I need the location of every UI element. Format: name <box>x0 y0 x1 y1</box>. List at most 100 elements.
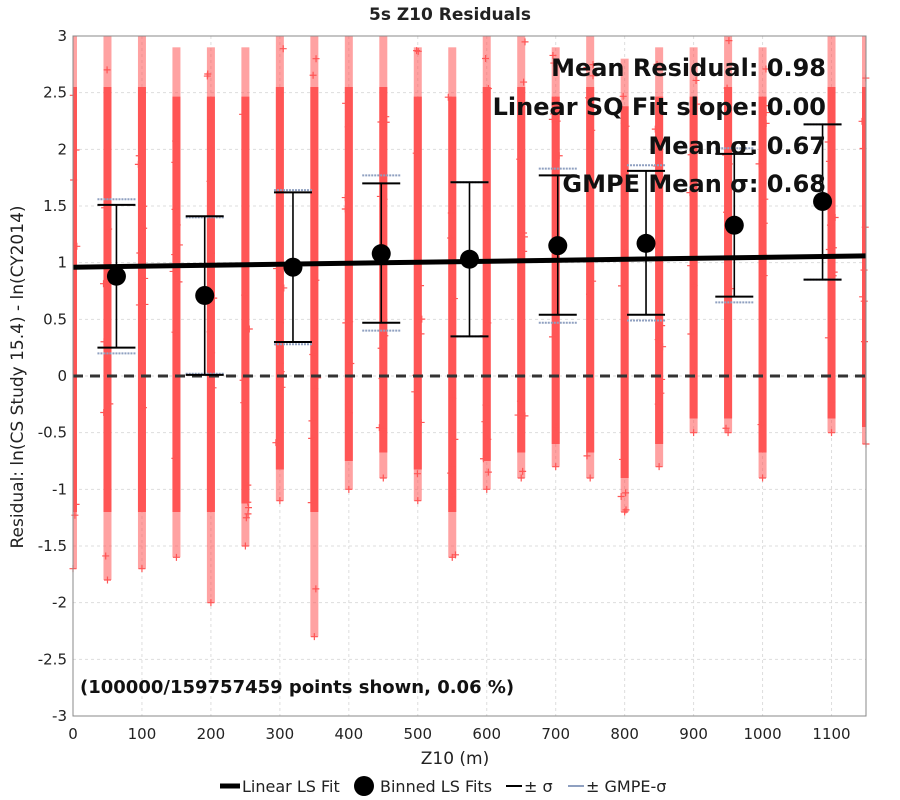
scatter-point <box>448 492 456 500</box>
scatter-point <box>449 394 457 402</box>
scatter-column <box>100 36 114 584</box>
scatter-point <box>514 411 522 419</box>
y-axis-label: Residual: ln(CS Study 15.4) - ln(CY2014) <box>8 205 28 548</box>
scatter-point <box>376 192 384 200</box>
scatter-point <box>521 38 529 46</box>
scatter-column-core <box>379 87 388 453</box>
scatter-column <box>307 36 322 641</box>
scatter-point <box>171 328 179 336</box>
scatter-point <box>860 266 868 274</box>
scatter-point <box>381 332 389 340</box>
scatter-point <box>342 99 350 107</box>
scatter-point <box>241 291 249 299</box>
scatter-point <box>550 110 558 118</box>
binned-fit <box>97 198 136 355</box>
scatter-point <box>136 249 144 257</box>
scatter-point <box>517 474 525 482</box>
mean-sigma-annotation: Mean σ: 0.67 <box>648 132 826 160</box>
scatter-column <box>583 36 597 482</box>
scatter-point <box>586 474 594 482</box>
scatter-point <box>417 330 425 338</box>
y-tick-label: -1 <box>52 480 67 498</box>
scatter-point <box>479 455 487 463</box>
scatter-point <box>657 389 665 397</box>
scatter-point <box>589 72 597 80</box>
scatter-point <box>105 225 113 233</box>
scatter-point <box>828 429 836 437</box>
scatter-point <box>555 152 563 160</box>
scatter-point <box>138 565 146 573</box>
scatter-point <box>172 553 180 561</box>
scatter-point <box>484 84 492 92</box>
scatter-point <box>346 318 354 326</box>
scatter-point <box>483 485 491 493</box>
scatter-point <box>762 65 770 73</box>
points-shown-note: (100000/159757459 points shown, 0.06 %) <box>80 677 514 698</box>
scatter-column <box>69 36 81 573</box>
scatter-point <box>690 240 698 248</box>
scatter-point <box>549 333 557 341</box>
scatter-point <box>828 398 836 406</box>
scatter-column <box>479 36 492 493</box>
scatter-column-core <box>413 96 422 470</box>
scatter-point <box>102 552 110 560</box>
scatter-point <box>375 424 383 432</box>
scatter-column-core <box>724 87 733 419</box>
scatter-point <box>72 146 80 154</box>
scatter-point <box>347 360 355 368</box>
scatter-column-core <box>172 96 181 512</box>
y-axis-ticks: -3 -2.5 -2 -1.5 -1 -0.5 0 0.5 1 1.5 2 2.5 3 <box>38 27 67 725</box>
scatter-point <box>620 119 628 127</box>
scatter-point <box>724 203 732 211</box>
x-tick-label: 500 <box>403 725 432 743</box>
y-tick-label: -0.5 <box>38 424 67 442</box>
y-tick-label: 1 <box>57 254 67 272</box>
binned-fit <box>715 147 754 304</box>
scatter-point <box>448 553 456 561</box>
x-tick-label: 700 <box>541 725 570 743</box>
scatter-point <box>824 334 832 342</box>
scatter-point <box>208 349 216 357</box>
scatter-column-core <box>275 87 284 470</box>
scatter-point <box>583 64 591 72</box>
scatter-point <box>239 110 247 118</box>
scatter-point <box>722 424 730 432</box>
scatter-point <box>341 205 349 213</box>
scatter-column <box>134 36 149 573</box>
scatter-point <box>206 328 214 336</box>
scatter-column <box>722 36 736 437</box>
scatter-point <box>824 138 832 146</box>
scatter-point <box>103 66 111 74</box>
scatter-point <box>585 94 593 102</box>
scatter-point <box>759 474 767 482</box>
scatter-point <box>686 189 694 197</box>
x-tick-label: 0 <box>68 725 78 743</box>
scatter-point <box>204 70 212 78</box>
scatter-point <box>138 245 146 253</box>
scatter-point <box>418 315 426 323</box>
binned-fits <box>97 123 842 376</box>
scatter-point <box>173 221 181 229</box>
scatter-point <box>723 208 731 216</box>
scatter-point <box>412 149 420 157</box>
scatter-point <box>172 137 180 145</box>
scatter-point <box>100 338 108 346</box>
scatter-point <box>861 223 869 231</box>
y-tick-label: 0.5 <box>43 310 67 328</box>
scatter-point <box>622 489 630 497</box>
legend: Linear LS Fit Binned LS Fits ± σ ± GMPE-… <box>220 776 666 796</box>
scatter-point <box>829 272 837 280</box>
scatter-point <box>757 421 765 429</box>
scatter-point <box>276 393 284 401</box>
scatter-point <box>141 274 149 282</box>
scatter-point <box>484 435 492 443</box>
scatter-point <box>516 397 524 405</box>
scatter-point <box>239 376 247 384</box>
scatter-column <box>514 36 529 482</box>
scatter-point <box>552 463 560 471</box>
scatter-point <box>244 510 252 518</box>
scatter-points <box>69 36 870 641</box>
scatter-point <box>71 511 79 519</box>
scatter-point <box>272 439 280 447</box>
y-tick-label: -3 <box>52 707 67 725</box>
